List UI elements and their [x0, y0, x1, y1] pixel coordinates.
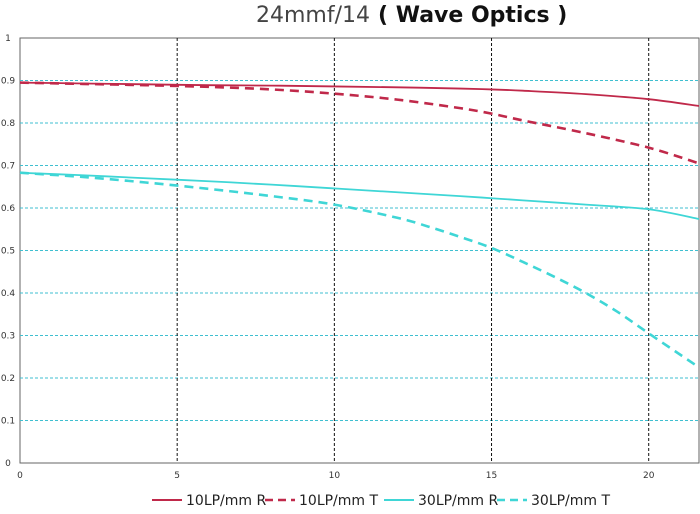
- y-tick-label: 0: [5, 459, 11, 469]
- y-tick-label: 0.6: [1, 204, 16, 214]
- x-tick-label: 15: [486, 471, 497, 481]
- plot-area: 00.10.20.30.40.50.60.70.80.910 5 10 15 20: [1, 34, 700, 481]
- x-tick-label: 20: [643, 471, 655, 481]
- legend: 10LP/mm R 10LP/mm T 30LP/mm R 30LP/mm T: [152, 493, 610, 509]
- legend-label-2: 10LP/mm T: [299, 493, 378, 509]
- y-tick-label: 0.4: [1, 289, 16, 299]
- series-line-1: [19, 81, 700, 107]
- y-tick-label: 0.2: [1, 374, 15, 384]
- y-tick-label: 0.8: [1, 119, 16, 129]
- y-tick-label: 0.9: [1, 77, 16, 87]
- x-tick-label: 5: [174, 471, 180, 481]
- y-tick-label: 0.5: [1, 247, 15, 257]
- y-tick-label: 1: [5, 34, 11, 44]
- legend-label-4: 30LP/mm T: [531, 493, 610, 509]
- y-tick-label: 0.3: [1, 332, 15, 342]
- chart-subtitle: ( Wave Optics ): [378, 3, 567, 28]
- legend-label-1: 10LP/mm R: [186, 493, 266, 509]
- series-line-4: [19, 171, 700, 369]
- x-tick-label: 0: [17, 471, 23, 481]
- series-line-2: [19, 81, 700, 165]
- x-tick-label: 10: [329, 471, 341, 481]
- y-tick-label: 0.1: [1, 417, 15, 427]
- legend-label-3: 30LP/mm R: [418, 493, 498, 509]
- chart-title: 24mmf/14: [256, 3, 370, 28]
- series-line-3: [19, 171, 700, 220]
- y-tick-label: 0.7: [1, 162, 15, 172]
